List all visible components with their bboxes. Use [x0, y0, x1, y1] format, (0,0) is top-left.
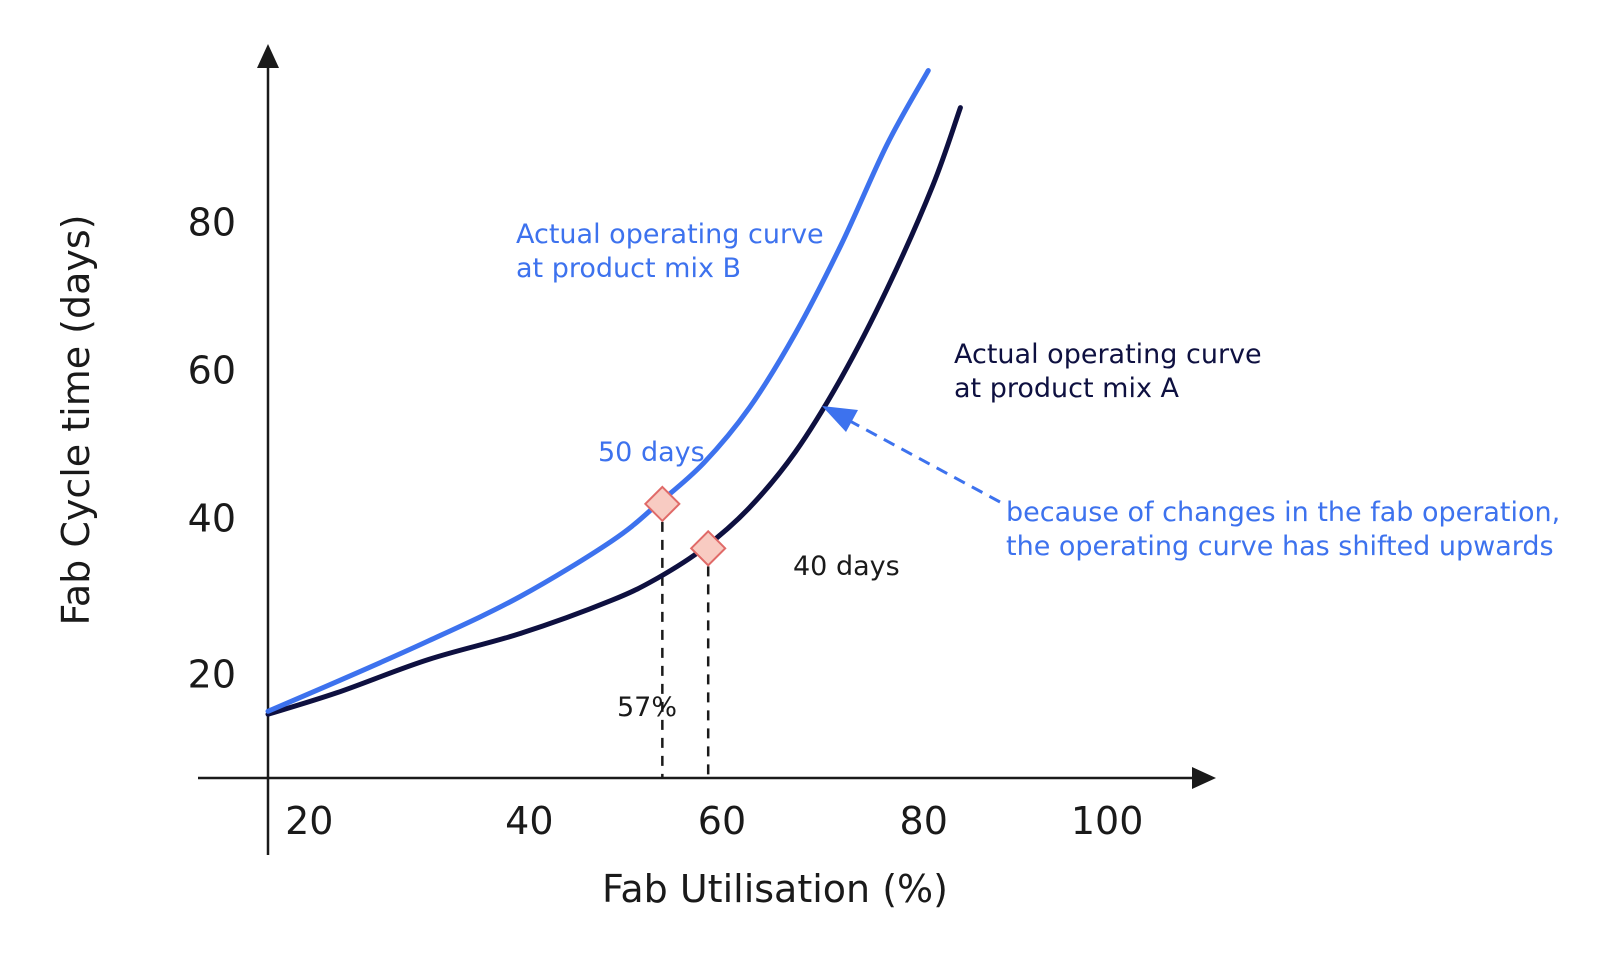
x-tick-label: 20 — [285, 799, 333, 843]
reference-lines — [661, 521, 710, 778]
x-axis-title: Fab Utilisation (%) — [602, 867, 948, 911]
series-line-mix-b — [265, 68, 931, 714]
y-tick-label: 40 — [188, 497, 236, 541]
y-tick-label: 20 — [188, 652, 236, 696]
shift-note-line: the operating curve has shifted upwards — [1006, 531, 1554, 562]
shift-note-line: because of changes in the fab operation, — [1006, 497, 1560, 528]
shift-arrow — [822, 406, 1001, 504]
x-tick-labels: 20 40 60 80 100 — [285, 799, 1143, 843]
curve-a-label: Actual operating curve at product mix A — [954, 339, 1270, 404]
curve-b-label-line: at product mix B — [516, 253, 741, 284]
point-marker — [689, 529, 727, 567]
curve-b-label-line: Actual operating curve — [516, 219, 824, 250]
y-tick-label: 80 — [188, 200, 236, 244]
utilisation-label: 57% — [617, 692, 677, 723]
marker-b-label: 50 days — [598, 437, 705, 468]
x-tick-label: 100 — [1071, 799, 1144, 843]
y-axis-arrow-icon — [257, 44, 279, 68]
marker-a-label: 40 days — [793, 551, 900, 582]
point-marker — [643, 485, 681, 523]
y-tick-labels: 20 40 60 80 — [188, 200, 236, 696]
x-tick-label: 40 — [505, 799, 553, 843]
curve-a-label-line: Actual operating curve — [954, 339, 1262, 370]
shift-note: because of changes in the fab operation,… — [1006, 497, 1569, 562]
y-tick-label: 60 — [188, 349, 236, 393]
curve-a-label-line: at product mix A — [954, 373, 1180, 404]
x-tick-label: 80 — [900, 799, 948, 843]
shift-arrow-head-icon — [822, 406, 858, 432]
point-markers — [643, 485, 727, 567]
axes — [198, 44, 1216, 855]
y-axis-title: Fab Cycle time (days) — [54, 214, 98, 625]
curve-b-label: Actual operating curve at product mix B — [516, 219, 832, 284]
x-tick-label: 60 — [698, 799, 746, 843]
shift-arrow-line — [847, 418, 1001, 504]
x-axis-arrow-icon — [1192, 767, 1216, 789]
